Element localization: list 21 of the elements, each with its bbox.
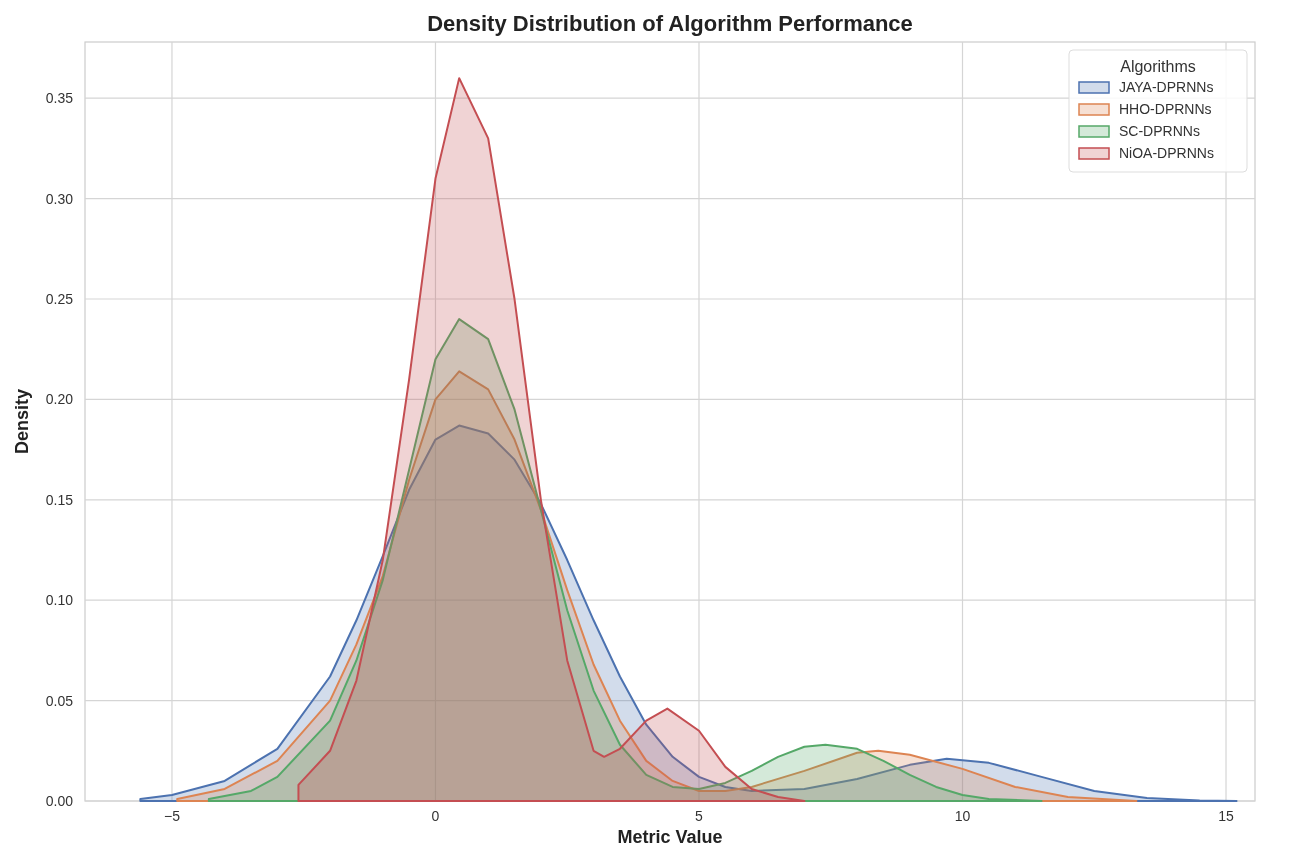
legend-label: HHO-DPRNNs — [1119, 101, 1212, 117]
x-axis-title: Metric Value — [617, 827, 723, 847]
x-tick-label: 0 — [431, 808, 440, 824]
chart-title: Density Distribution of Algorithm Performance — [427, 11, 913, 36]
x-tick-label: 15 — [1218, 808, 1235, 824]
legend-label: NiOA-DPRNNs — [1119, 145, 1214, 161]
y-tick-label: 0.20 — [45, 391, 74, 408]
x-tick-label: −5 — [163, 808, 181, 824]
x-tick-label: 10 — [954, 808, 971, 824]
legend-label: SC-DPRNNs — [1119, 123, 1200, 139]
y-tick-label: 0.05 — [45, 692, 74, 709]
y-axis-title: Density — [12, 388, 32, 455]
legend-label: JAYA-DPRNNs — [1119, 79, 1214, 95]
legend-title: Algorithms — [1120, 58, 1196, 75]
y-tick-label: 0.15 — [45, 491, 74, 508]
y-tick-label: 0.25 — [45, 291, 74, 308]
y-tick-label: 0.10 — [45, 592, 74, 609]
y-tick-label: 0.00 — [45, 793, 74, 809]
y-tick-label: 0.35 — [45, 90, 74, 107]
y-tick-label: 0.30 — [45, 190, 74, 207]
x-tick-label: 5 — [695, 808, 704, 824]
